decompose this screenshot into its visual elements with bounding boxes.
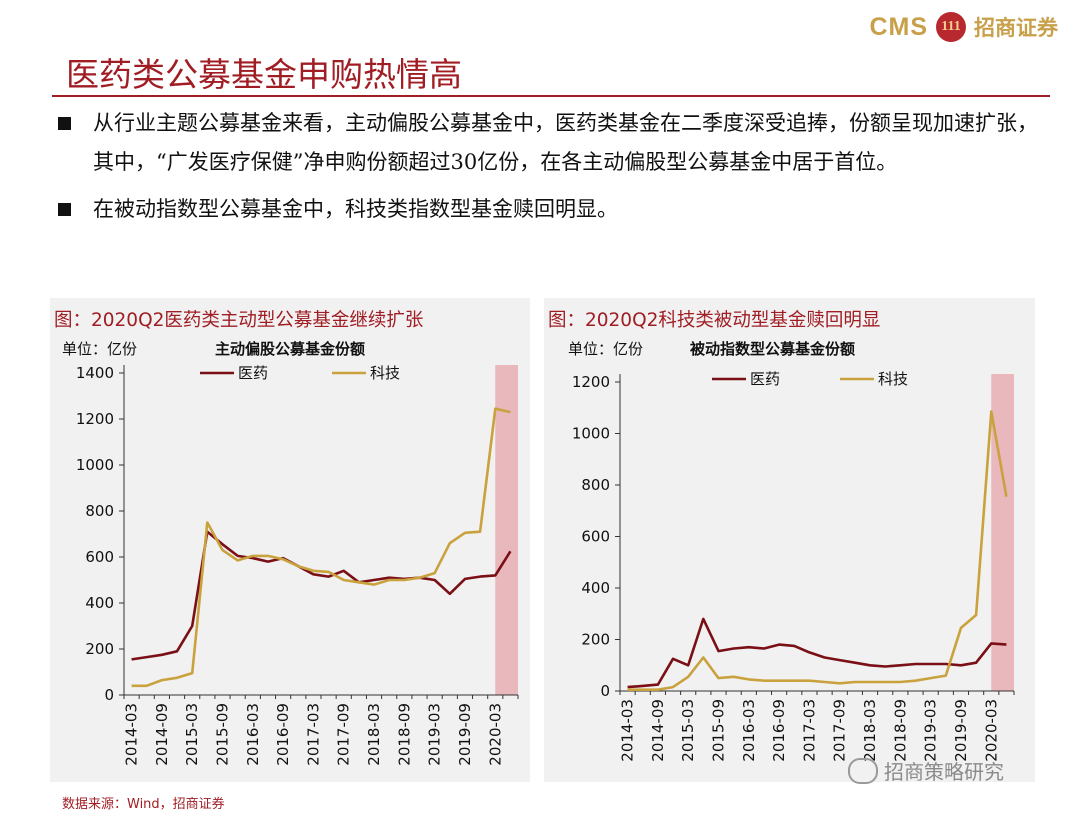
chart-passive-funds: 单位：亿份 被动指数型公募基金份额 0 200 400 600 800 1000 1200 201… <box>568 340 1015 762</box>
bullet-text: 在被动指数型公募基金中，科技类指数型基金赎回明显。 <box>93 197 618 221</box>
x-tick-label: 2019-09 <box>952 699 970 762</box>
unit-label: 单位：亿份 <box>568 340 643 358</box>
legend-label: 医药 <box>238 364 268 382</box>
y-tick-label: 0 <box>104 686 114 704</box>
series-line-pharma <box>131 530 512 661</box>
legend-label: 医药 <box>750 370 780 388</box>
x-tick-label: 2018-03 <box>365 703 383 766</box>
highlight-band <box>991 374 1014 691</box>
watermark: 招商策略研究 <box>848 756 1004 785</box>
data-source-note: 数据来源：Wind，招商证券 <box>62 797 225 812</box>
bullet-text: 从行业主题公募基金来看，主动偏股公募基金中，医药类基金在二季度深受追捧，份额呈现… <box>93 111 1038 174</box>
chart-panel-active-funds: 图：2020Q2医药类主动型公募基金继续扩张 单位：亿份 主动偏股公募基金份额 0 2… <box>50 298 530 782</box>
x-tick-label: 2016-09 <box>770 699 788 762</box>
bullet-square-icon <box>58 203 71 216</box>
logo-cms-text: CMS <box>869 12 928 41</box>
y-tick-label: 1200 <box>76 410 114 428</box>
series-line-tech <box>131 407 511 688</box>
bullet-list: 从行业主题公募基金来看，主动偏股公募基金中，医药类基金在二季度深受追捧，份额呈现… <box>58 104 1048 237</box>
bullet-item: 在被动指数型公募基金中，科技类指数型基金赎回明显。 <box>58 190 1048 229</box>
chart-subtitle: 主动偏股公募基金份额 <box>215 340 365 358</box>
bullet-item: 从行业主题公募基金来看，主动偏股公募基金中，医药类基金在二季度深受追捧，份额呈现… <box>58 104 1048 182</box>
x-tick-label: 2015-03 <box>183 703 201 766</box>
bullet-square-icon <box>58 117 71 130</box>
chart-subtitle: 被动指数型公募基金份额 <box>690 340 855 358</box>
x-tick-label: 2020-03 <box>486 703 504 766</box>
x-tick-label: 2016-03 <box>244 703 262 766</box>
wechat-icon <box>848 757 878 784</box>
logo-brand-text: 招商证券 <box>974 16 1058 40</box>
x-tick-label: 2014-03 <box>619 699 637 762</box>
x-tick-label: 2017-09 <box>335 703 353 766</box>
unit-label: 单位：亿份 <box>62 340 137 358</box>
y-tick-label: 200 <box>581 631 610 649</box>
y-tick-label: 400 <box>85 594 114 612</box>
x-tick-label: 2014-09 <box>153 703 171 766</box>
legend-label: 科技 <box>878 370 908 388</box>
x-tick-label: 2019-03 <box>922 699 940 762</box>
y-tick-label: 0 <box>600 682 610 700</box>
x-tick-label: 2020-03 <box>982 699 1000 762</box>
y-tick-label: 400 <box>581 579 610 597</box>
page-title: 医药类公募基金申购热情高 <box>66 55 462 94</box>
x-tick-label: 2014-09 <box>649 699 667 762</box>
y-tick-label: 600 <box>85 548 114 566</box>
x-tick-label: 2015-03 <box>679 699 697 762</box>
y-tick-label: 1200 <box>572 373 610 391</box>
y-tick-label: 800 <box>581 476 610 494</box>
chart-active-funds: 单位：亿份 主动偏股公募基金份额 0 200 400 600 800 1000 1200 1400… <box>62 340 519 766</box>
x-tick-label: 2016-03 <box>740 699 758 762</box>
x-tick-label: 2015-09 <box>214 703 232 766</box>
y-tick-label: 1400 <box>76 364 114 382</box>
x-tick-label: 2018-09 <box>395 703 413 766</box>
title-divider <box>52 95 1050 97</box>
x-tick-label: 2015-09 <box>710 699 728 762</box>
y-tick-label: 800 <box>85 502 114 520</box>
series-line-tech <box>627 410 1008 692</box>
x-tick-label: 2019-09 <box>456 703 474 766</box>
y-tick-label: 1000 <box>572 425 610 443</box>
x-tick-label: 2019-03 <box>426 703 444 766</box>
x-tick-label: 2017-03 <box>304 703 322 766</box>
chart-title: 图：2020Q2医药类主动型公募基金继续扩张 <box>54 310 424 331</box>
highlight-band <box>495 365 518 695</box>
x-tick-label: 2018-09 <box>891 699 909 762</box>
chart-title: 图：2020Q2科技类被动型基金赎回明显 <box>548 310 881 331</box>
logo-mark-icon: 111 <box>936 12 966 42</box>
y-tick-label: 600 <box>581 528 610 546</box>
y-tick-label: 200 <box>85 640 114 658</box>
x-tick-label: 2014-03 <box>123 703 141 766</box>
brand-logo: CMS 111 招商证券 <box>869 10 1058 44</box>
x-tick-label: 2016-09 <box>274 703 292 766</box>
x-tick-label: 2018-03 <box>861 699 879 762</box>
x-tick-label: 2017-09 <box>831 699 849 762</box>
chart-panel-passive-funds: 图：2020Q2科技类被动型基金赎回明显 单位：亿份 被动指数型公募基金份额 0 20… <box>544 298 1035 782</box>
y-tick-label: 1000 <box>76 456 114 474</box>
x-tick-label: 2017-03 <box>800 699 818 762</box>
legend-label: 科技 <box>370 364 400 382</box>
watermark-text: 招商策略研究 <box>884 760 1004 784</box>
series-line-pharma <box>627 617 1007 689</box>
